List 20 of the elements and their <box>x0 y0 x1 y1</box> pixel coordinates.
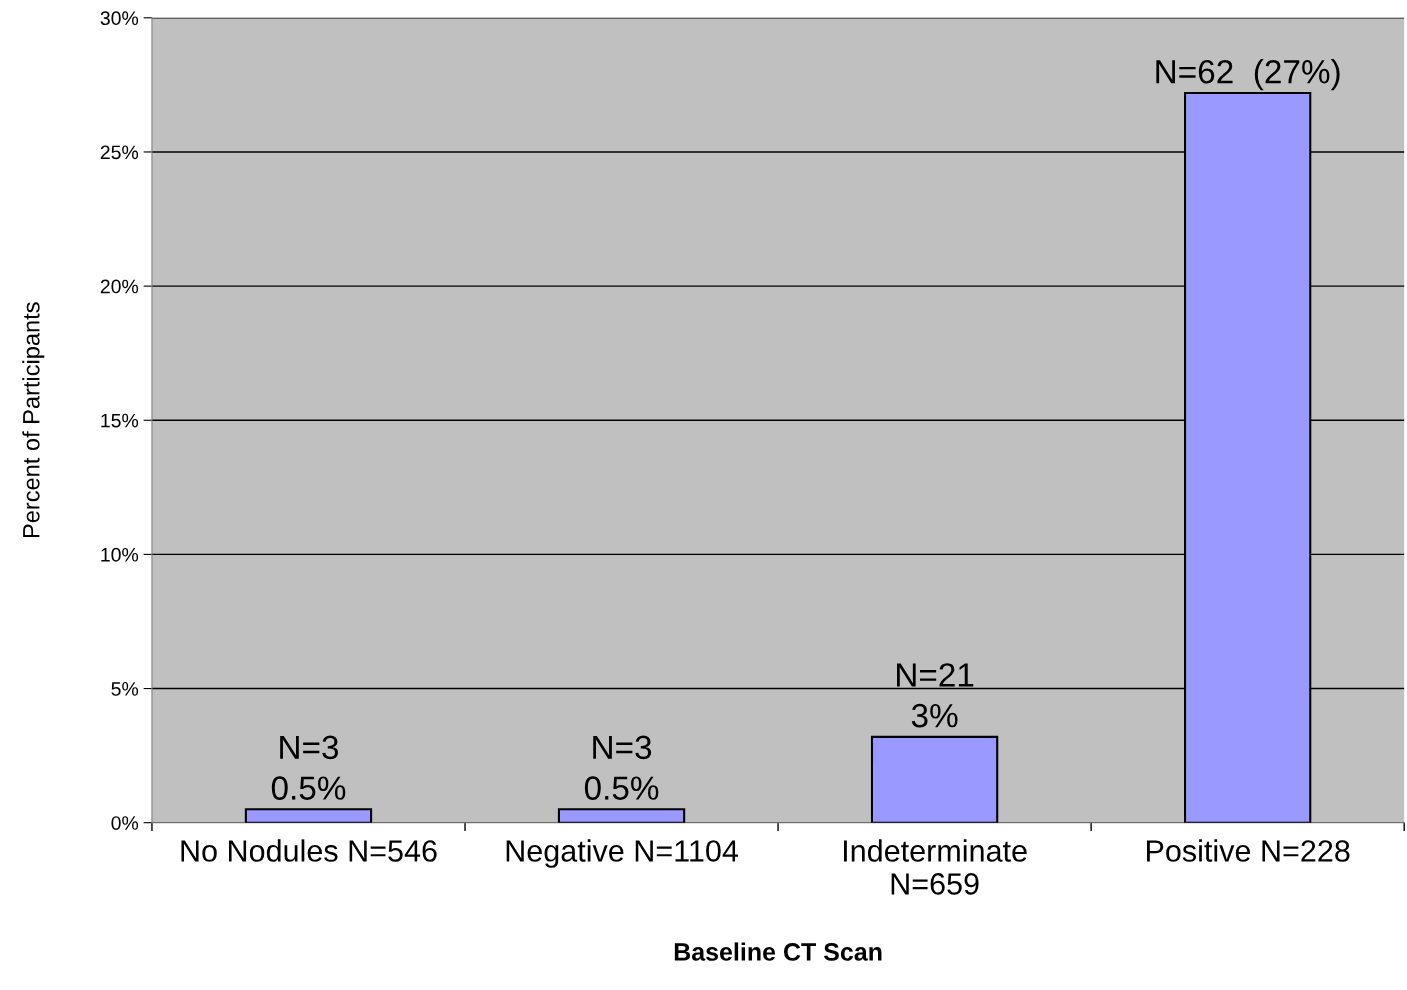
x-axis-title: Baseline CT Scan <box>674 942 882 961</box>
y-tick-label: 20% <box>100 279 139 294</box>
bar <box>557 808 686 823</box>
y-axis-title: Percent of Participants <box>22 302 45 538</box>
y-tick-label: 10% <box>101 547 139 562</box>
x-tick-label: Negative N=1104 <box>506 839 739 868</box>
bar <box>244 808 373 823</box>
x-tick-label: No Nodules N=546 <box>181 839 437 862</box>
y-tick-label: 25% <box>100 145 139 160</box>
y-tick-label: 15% <box>101 413 139 428</box>
x-tick-label: Indeterminate N=659 <box>844 839 1027 895</box>
data-label: N=3 0.5% <box>271 735 346 800</box>
y-tick-label: 5% <box>111 682 139 696</box>
bar <box>870 735 999 823</box>
data-label: N=62 (27%) <box>1156 59 1340 91</box>
y-tick-label: 0% <box>111 816 139 830</box>
data-label: N=3 0.5% <box>584 735 659 800</box>
x-tick-label: Positive N=228 <box>1146 839 1350 862</box>
y-tick-label: 30% <box>100 11 139 26</box>
data-label: N=21 3% <box>897 663 974 728</box>
